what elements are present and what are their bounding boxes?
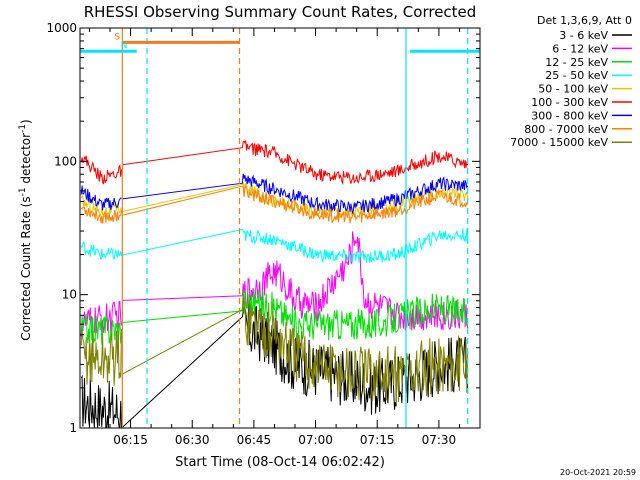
axis-layer: 1 10 100 1000 06:15 06:30 06:45 07:00 07:15 07:30 xyxy=(46,21,481,447)
marker-layer: SN xyxy=(80,28,480,428)
series-line xyxy=(122,294,469,404)
legend-title: Det 1,3,6,9, Att 0 xyxy=(537,14,632,27)
y-axis-title-end: ) xyxy=(19,119,33,124)
series-line xyxy=(80,374,122,428)
legend-entry: 800 - 7000 keV xyxy=(524,123,608,136)
series-line xyxy=(122,231,469,331)
flag-label: S xyxy=(114,32,120,42)
x-tick-label: 06:15 xyxy=(113,433,148,447)
series-line xyxy=(122,140,469,186)
legend-entry: 50 - 100 keV xyxy=(538,83,608,96)
y-axis-title: Corrected Count Rate (s-1 detector-1) xyxy=(18,119,33,340)
x-tick-label: 07:15 xyxy=(360,433,395,447)
x-tick-label: 07:30 xyxy=(422,433,457,447)
legend-entry: 12 - 25 keV xyxy=(545,56,608,69)
legend-entry: 25 - 50 keV xyxy=(545,69,608,82)
legend-entry: 3 - 6 keV xyxy=(559,29,608,42)
legend-entry: 100 - 300 keV xyxy=(531,96,608,109)
y-tick-label: 1 xyxy=(69,421,77,435)
series-layer xyxy=(80,140,469,428)
series-line xyxy=(80,240,122,260)
x-axis-title: Start Time (08-Oct-14 06:02:42) xyxy=(175,455,385,470)
series-line xyxy=(80,328,122,386)
timestamp: 20-Oct-2021 20:59 xyxy=(560,468,636,477)
series-line xyxy=(80,206,122,224)
y-tick-label: 1000 xyxy=(46,21,77,35)
x-tick-label: 06:30 xyxy=(175,433,210,447)
legend-entry: 7000 - 15000 keV xyxy=(510,136,608,149)
legend-entry: 6 - 12 keV xyxy=(552,42,608,55)
x-tick-label: 07:00 xyxy=(298,433,333,447)
y-tick-label: 100 xyxy=(54,154,77,168)
series-line xyxy=(80,185,122,211)
series-line xyxy=(80,195,122,218)
series-line xyxy=(122,288,468,341)
y-axis-title-main: Corrected Count Rate (s xyxy=(19,196,33,340)
flag-label: N xyxy=(121,41,128,51)
y-axis-title-sup2: -1 xyxy=(18,124,28,133)
legend-entry: 300 - 800 keV xyxy=(531,109,608,122)
y-axis-title-sup1: -1 xyxy=(18,187,28,196)
x-tick-label: 06:45 xyxy=(237,433,272,447)
chart-title: RHESSI Observing Summary Count Rates, Co… xyxy=(84,3,477,21)
plot-area: SN 1 10 100 1000 06:15 06:30 06:45 07:00 07:15 07… xyxy=(46,21,481,447)
y-axis-title-mid: detector xyxy=(19,133,33,188)
series-line xyxy=(80,155,122,185)
series-line xyxy=(122,185,469,224)
plot-frame xyxy=(79,27,481,429)
series-line xyxy=(80,313,122,345)
series-line xyxy=(122,228,469,264)
y-tick-label: 10 xyxy=(62,288,77,302)
series-line xyxy=(122,173,469,214)
